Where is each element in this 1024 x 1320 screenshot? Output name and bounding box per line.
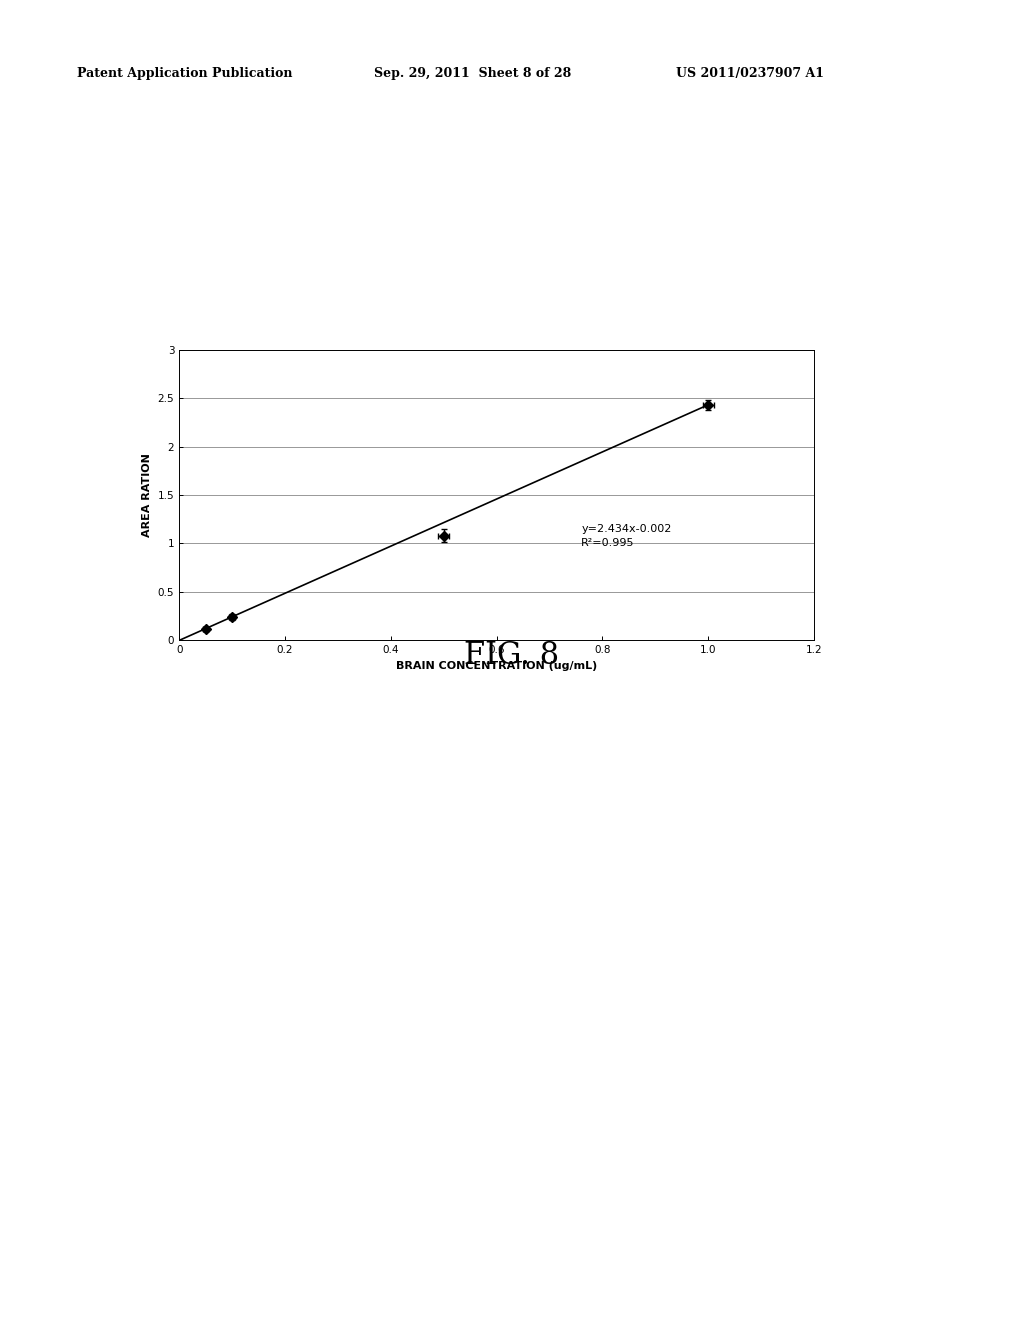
Text: R²=0.995: R²=0.995 <box>582 539 635 548</box>
Text: Patent Application Publication: Patent Application Publication <box>77 66 292 79</box>
Text: Sep. 29, 2011  Sheet 8 of 28: Sep. 29, 2011 Sheet 8 of 28 <box>374 66 571 79</box>
Text: y=2.434x-0.002: y=2.434x-0.002 <box>582 524 672 533</box>
X-axis label: BRAIN CONCENTRATION (ug/mL): BRAIN CONCENTRATION (ug/mL) <box>396 660 597 671</box>
Text: US 2011/0237907 A1: US 2011/0237907 A1 <box>676 66 824 79</box>
Text: FIG. 8: FIG. 8 <box>465 640 559 671</box>
Y-axis label: AREA RATION: AREA RATION <box>142 453 153 537</box>
